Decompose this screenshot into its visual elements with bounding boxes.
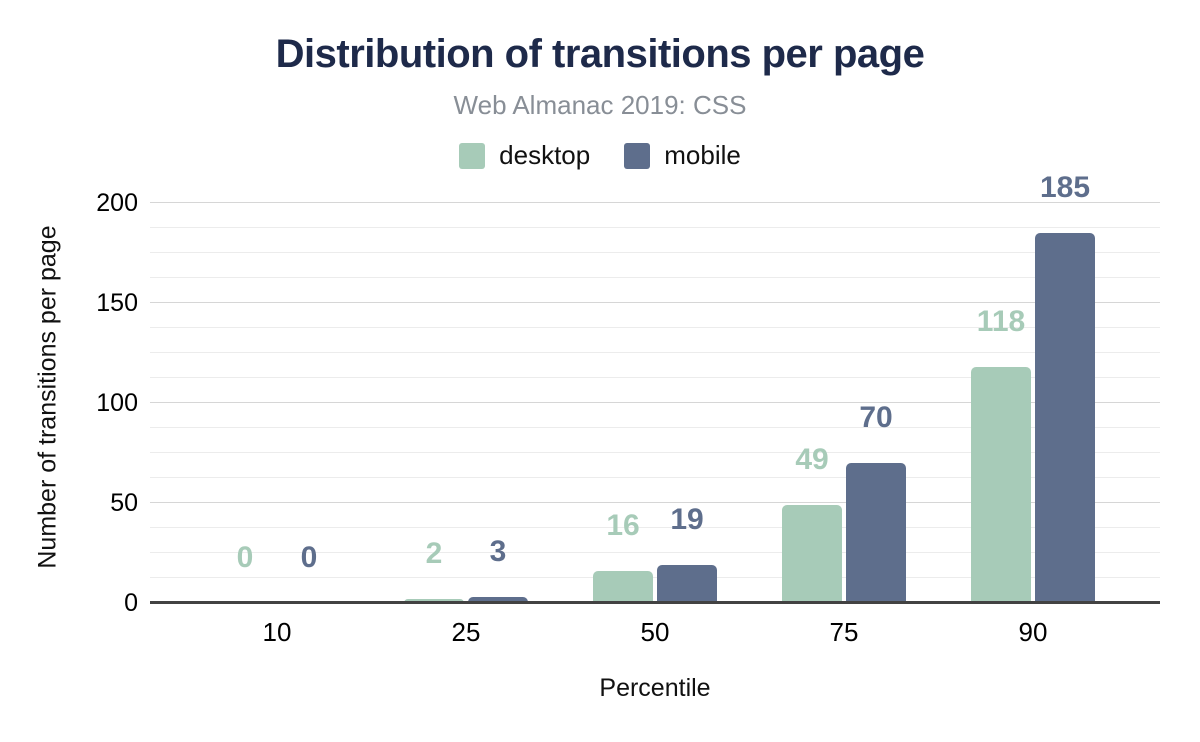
plot-area: 0 50 100 150 200 10 25 50 75 90 0 2 16 49 118 0 3 19 70 185 [96,173,1160,647]
legend-label-mobile: mobile [664,140,741,170]
y-tick-label: 100 [96,389,138,417]
gridline-minor [150,577,1160,578]
gridline-minor [150,552,1160,553]
desktop-bar[interactable] [593,571,653,603]
x-tick-label: 50 [640,617,670,647]
x-tick-label: 75 [829,617,859,647]
desktop-bar-value: 0 [236,541,254,574]
gridline-minor [150,277,1160,278]
gridline-minor [150,252,1160,253]
legend-label-desktop: desktop [499,140,591,170]
gridline-major [150,402,1160,403]
mobile-bar[interactable] [1035,233,1095,603]
mobile-swatch-icon [624,142,651,169]
desktop-bar-value: 16 [606,509,640,542]
gridline-minor [150,477,1160,478]
mobile-bar[interactable] [657,565,717,603]
x-tick-label: 25 [451,617,481,647]
desktop-bar[interactable] [782,505,842,603]
mobile-bar-value: 185 [1039,171,1091,204]
gridline-minor [150,327,1160,328]
mobile-bar[interactable] [468,597,528,603]
y-tick-label: 200 [96,189,138,217]
legend-item-desktop: desktop [459,140,590,171]
chart-subtitle: Web Almanac 2019: CSS [453,90,747,120]
x-tick-label: 10 [262,617,292,647]
mobile-bar-value: 3 [489,535,507,568]
chart-title: Distribution of transitions per page [275,32,925,76]
gridline-minor [150,427,1160,428]
mobile-bar-value: 70 [859,401,893,434]
y-tick-label: 150 [96,289,138,317]
gridline-minor [150,227,1160,228]
y-tick-label: 0 [124,589,138,617]
gridline-major [150,202,1160,203]
gridline-major [150,302,1160,303]
legend: desktop mobile [0,140,1200,171]
x-axis-title: Percentile [599,674,711,702]
gridline-major [150,502,1160,503]
desktop-bar-value: 49 [795,443,829,476]
legend-item-mobile: mobile [624,140,741,171]
gridline-minor [150,377,1160,378]
desktop-swatch-icon [459,142,486,169]
mobile-bar-value: 19 [670,503,704,536]
desktop-bar-value: 118 [976,305,1026,338]
mobile-bar-value: 0 [300,541,318,574]
desktop-bar-value: 2 [425,537,443,570]
gridline-minor [150,527,1160,528]
x-tick-label: 90 [1018,617,1048,647]
y-tick-label: 50 [110,489,138,517]
x-axis-line [150,601,1160,604]
gridline-minor [150,352,1160,353]
mobile-bar[interactable] [846,463,906,603]
gridline-minor [150,452,1160,453]
desktop-bar[interactable] [971,367,1031,603]
